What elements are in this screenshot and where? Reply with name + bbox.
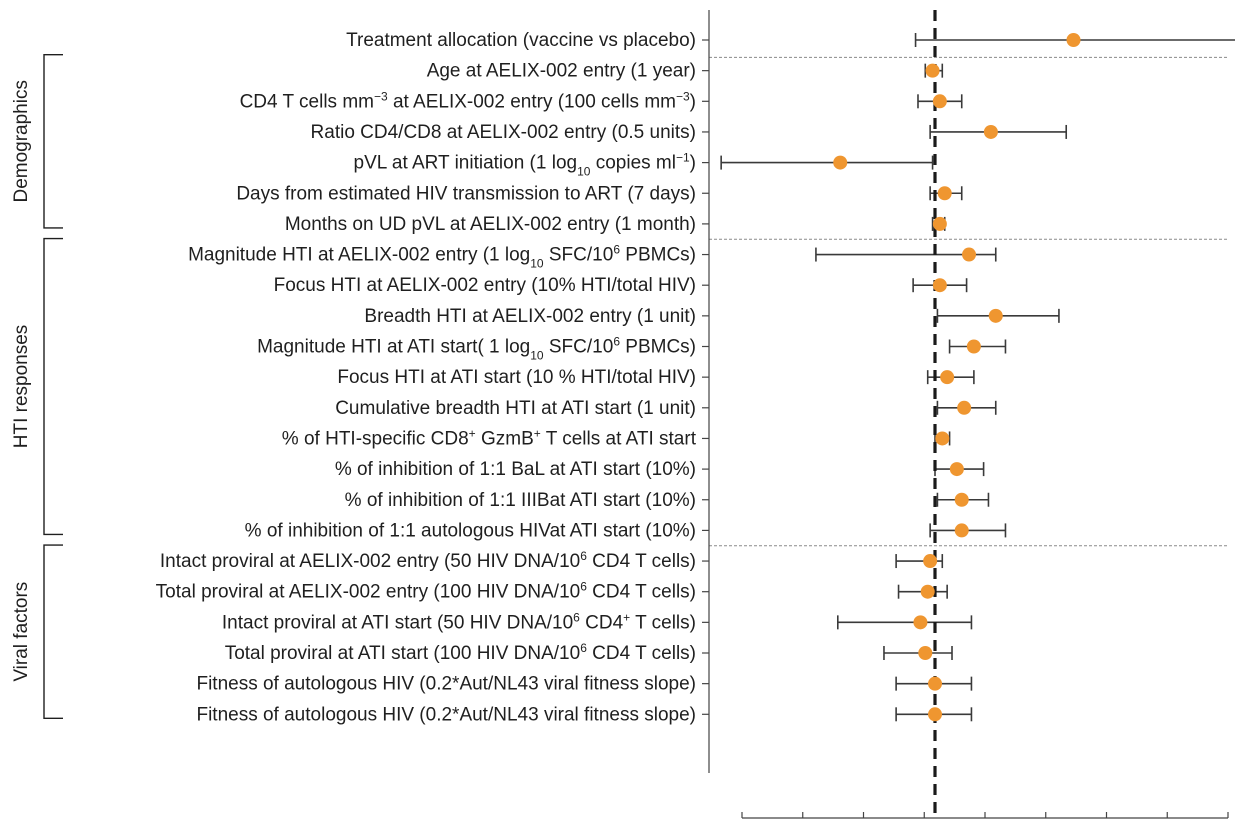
confidence-interval (720, 155, 934, 170)
row-label: Intact proviral at ATI start (50 HIV DNA… (222, 610, 696, 633)
row-label: Cumulative breadth HTI at ATI start (1 u… (335, 398, 696, 419)
point-estimate (954, 523, 969, 538)
group-label: Demographics (11, 80, 32, 203)
row-label: Magnitude HTI at ATI start( 1 log10 SFC/… (257, 335, 696, 363)
row-label: % of inhibition of 1:1 IIIBat ATI start … (345, 490, 696, 511)
row-label: Ratio CD4/CD8 at AELIX-002 entry (0.5 un… (311, 122, 696, 143)
row-label: Treatment allocation (vaccine vs placebo… (346, 30, 696, 51)
row-label: % of HTI-specific CD8+ GzmB+ T cells at … (282, 426, 697, 449)
point-estimate (988, 308, 1003, 323)
point-estimate (920, 584, 935, 599)
row-label: Fitness of autologous HIV (0.2*Aut/NL43 … (196, 704, 696, 725)
group-bracket (43, 53, 63, 229)
row-label: Focus HTI at ATI start (10 % HTI/total H… (337, 367, 696, 388)
point-estimate (928, 707, 942, 722)
group-bracket (43, 544, 63, 719)
point-estimate (833, 155, 848, 170)
row-label: pVL at ART initiation (1 log10 copies ml… (354, 151, 696, 179)
x-axis (708, 10, 1229, 819)
row-label: Total proviral at ATI start (100 HIV DNA… (225, 641, 696, 664)
group-labels: Demographics HTI responses Viral factors (11, 80, 32, 682)
point-estimate (966, 339, 981, 354)
row-labels: Treatment allocation (vaccine vs placebo… (156, 30, 709, 725)
row-label: % of inhibition of 1:1 autologous HIVat … (245, 520, 696, 541)
point-estimate (928, 676, 942, 691)
point-estimate (932, 94, 947, 109)
row-label: Breadth HTI at AELIX-002 entry (1 unit) (364, 306, 696, 327)
confidence-interval (929, 124, 1068, 139)
point-estimate (937, 186, 952, 201)
row-label: Fitness of autologous HIV (0.2*Aut/NL43 … (196, 674, 696, 695)
point-estimate (940, 370, 955, 385)
point-estimate (954, 492, 969, 507)
row-label: Intact proviral at AELIX-002 entry (50 H… (160, 549, 696, 572)
confidence-intervals (720, 33, 1235, 722)
confidence-interval (883, 646, 953, 660)
row-label: % of inhibition of 1:1 BaL at ATI start … (335, 459, 696, 480)
point-estimate (932, 216, 947, 231)
point-estimate (962, 247, 977, 262)
row-label: Days from estimated HIV transmission to … (236, 183, 696, 204)
point-estimate (913, 615, 928, 630)
row-label: Total proviral at AELIX-002 entry (100 H… (156, 580, 696, 603)
row-label: Months on UD pVL at AELIX-002 entry (1 m… (285, 214, 696, 235)
point-estimates (833, 33, 1081, 722)
point-estimate (932, 278, 947, 293)
row-label: CD4 T cells mm−3 at AELIX-002 entry (100… (240, 89, 696, 112)
confidence-interval (836, 615, 973, 630)
point-estimate (957, 400, 972, 415)
group-bracket (43, 237, 63, 536)
group-separators (709, 56, 1228, 547)
group-label: Viral factors (11, 582, 32, 682)
row-label: Age at AELIX-002 entry (1 year) (427, 61, 696, 82)
point-estimate (925, 63, 940, 78)
point-estimate (983, 124, 998, 139)
point-estimate (918, 646, 933, 660)
point-estimate (1066, 33, 1081, 47)
point-estimate (949, 462, 964, 477)
row-label: Focus HTI at AELIX-002 entry (10% HTI/to… (274, 275, 696, 296)
group-brackets (43, 53, 63, 719)
row-label: Magnitude HTI at AELIX-002 entry (1 log1… (188, 243, 696, 271)
group-label: HTI responses (11, 325, 32, 449)
point-estimate (935, 431, 950, 446)
point-estimate (923, 554, 938, 569)
confidence-interval (914, 33, 1235, 47)
